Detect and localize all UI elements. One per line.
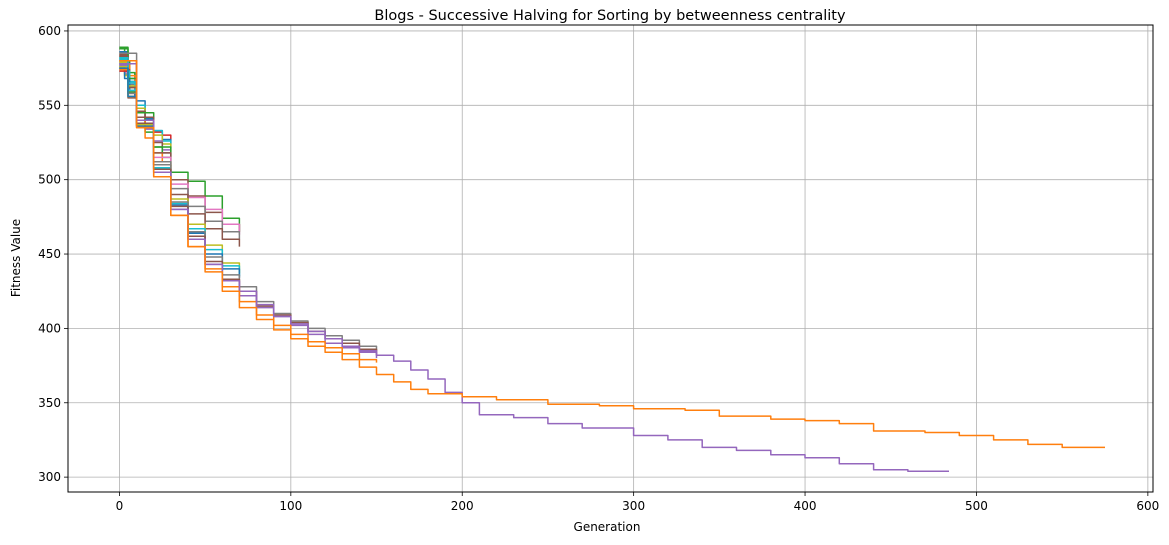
y-tick-label: 350: [38, 396, 61, 410]
y-tick-label: 400: [38, 321, 61, 335]
series-group: [119, 46, 1105, 472]
x-tick-label: 200: [451, 499, 474, 513]
y-axis-ticks: 300 350 400 450 500 550 600: [38, 24, 68, 484]
series-line-24: [119, 52, 378, 351]
series-line-29: [119, 59, 1105, 449]
y-tick-label: 600: [38, 24, 61, 38]
y-axis-label: Fitness Value: [9, 219, 23, 297]
plot-frame: [67, 24, 1154, 493]
x-tick-label: 600: [1136, 499, 1159, 513]
x-axis-label: Generation: [574, 520, 641, 534]
y-tick-label: 450: [38, 247, 61, 261]
y-tick-label: 550: [38, 98, 61, 112]
y-tick-label: 500: [38, 173, 61, 187]
x-tick-label: 100: [279, 499, 302, 513]
x-tick-label: 0: [116, 499, 124, 513]
x-tick-label: 300: [622, 499, 645, 513]
grid: [68, 25, 1153, 492]
series-line-28: [119, 62, 949, 472]
x-tick-label: 500: [965, 499, 988, 513]
x-axis-ticks: 0 100 200 300 400 500 600: [116, 492, 1159, 513]
y-tick-label: 300: [38, 470, 61, 484]
x-tick-label: 400: [794, 499, 817, 513]
chart-title: Blogs - Successive Halving for Sorting b…: [374, 8, 846, 24]
plot-background: [68, 25, 1153, 492]
